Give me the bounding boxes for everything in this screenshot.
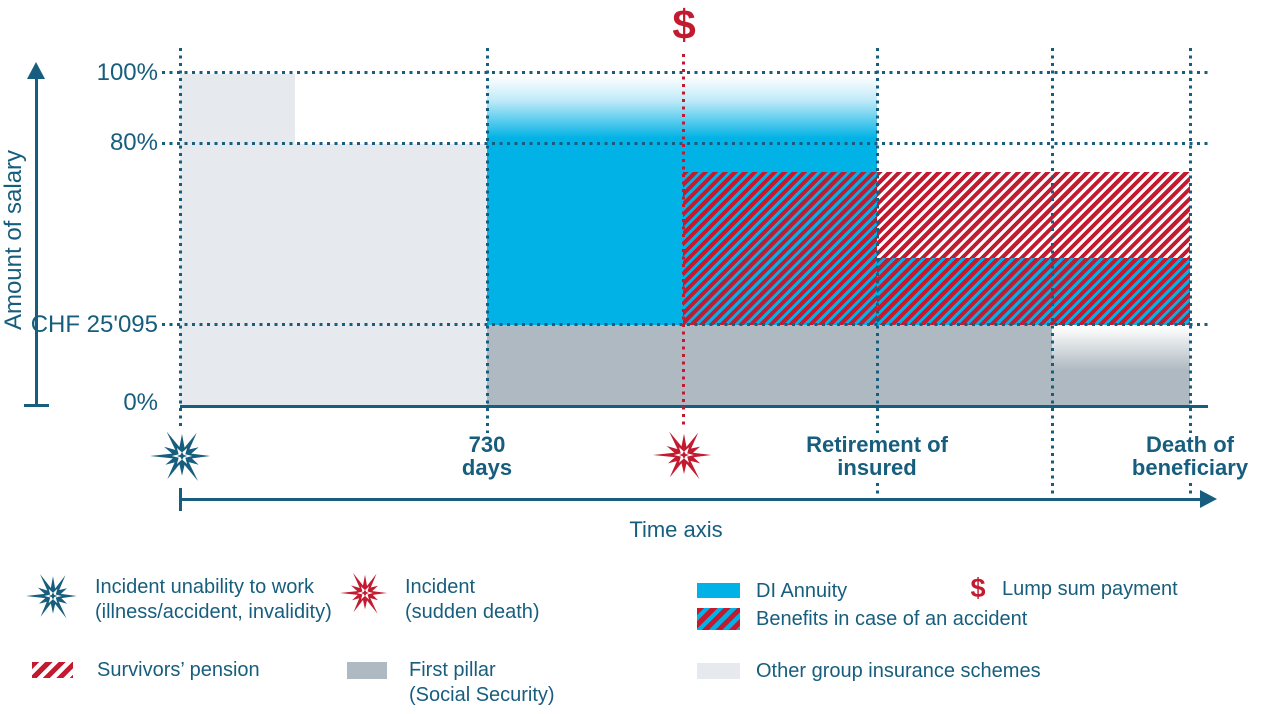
gridline-unlabeled	[1051, 48, 1054, 497]
area-survivors-pension	[877, 172, 1190, 258]
milestone-label-retirement: Retirement of insured	[797, 433, 957, 479]
tick-label-0pct: 0%	[123, 389, 158, 416]
legend-swatch-survivors-pension	[32, 662, 73, 678]
gridline-retirement	[876, 48, 879, 497]
legend-swatch-di-annuity	[697, 583, 740, 598]
time-axis-origin-tick	[179, 488, 182, 511]
y-axis-arrowhead-icon	[27, 62, 45, 79]
legend-item-lump-sum: Lump sum payment	[1002, 578, 1178, 600]
legend-item-accident-benefits: Benefits in case of an accident	[756, 608, 1028, 630]
legend-incident-work-star-icon	[26, 574, 77, 619]
legend-item-di-annuity: DI Annuity	[756, 580, 848, 602]
legend-swatch-first-pillar	[347, 662, 387, 679]
y-axis-line	[35, 78, 38, 406]
gridline-730-days	[486, 48, 489, 434]
tick-label-chf-25095: CHF 25'095	[30, 311, 158, 338]
area-di-annuity-post-incident	[683, 144, 877, 172]
incident-sudden-death-star-icon	[653, 431, 712, 480]
baseline-0pct	[180, 405, 1208, 408]
gridline-death	[1189, 48, 1192, 497]
legend-item-incident-work: Incident unability to work (illness/acci…	[95, 575, 332, 625]
gridline-incident	[179, 48, 182, 426]
gridline-sudden-death	[682, 54, 685, 426]
legend-first-pillar-label: First pillar	[409, 659, 496, 681]
gridline-80pct	[162, 142, 1208, 145]
milestone-death-line2: beneficiary	[1131, 455, 1249, 480]
milestone-label-730-days: 730 days	[427, 433, 547, 479]
area-accident-benefits-pre-retirement	[683, 172, 877, 325]
milestone-retirement-line1: Retirement of	[806, 432, 948, 457]
legend-item-other-group: Other group insurance schemes	[756, 660, 1041, 682]
legend-item-incident-death: Incident (sudden death)	[405, 575, 540, 625]
legend-incident-death-sublabel: (sudden death)	[405, 601, 540, 623]
legend-item-survivors-pension: Survivors’ pension	[97, 659, 260, 681]
legend-incident-work-label: Incident unability to work	[95, 576, 315, 598]
gridline-100pct	[162, 71, 1208, 74]
tick-label-80pct: 80%	[109, 129, 158, 156]
legend-incident-death-label: Incident	[405, 576, 476, 598]
time-axis-arrowhead-icon	[1200, 490, 1217, 508]
gridline-chf-25095	[162, 323, 1208, 326]
legend-first-pillar-sublabel: (Social Security)	[409, 684, 555, 706]
milestone-label-death: Death of beneficiary	[1110, 433, 1270, 479]
time-axis-line	[180, 498, 1202, 501]
area-di-annuity	[487, 144, 683, 325]
area-first-pillar	[487, 325, 1052, 407]
lump-sum-symbol: $	[672, 1, 696, 48]
incident-unable-to-work-star-icon	[150, 431, 211, 481]
milestone-730-line2: days	[461, 455, 513, 480]
legend-swatch-accident-benefits	[697, 608, 740, 630]
tick-label-100pct: 100%	[96, 59, 158, 86]
y-axis-title: Amount of salary	[0, 149, 27, 331]
legend-incident-death-star-icon	[340, 572, 387, 614]
area-accident-benefits-post-retirement	[877, 258, 1190, 325]
legend-swatch-other-group	[697, 663, 740, 679]
milestone-retirement-line2: insured	[837, 455, 917, 480]
area-other-group-schemes-80pct	[295, 144, 487, 407]
time-axis-title: Time axis	[629, 517, 723, 542]
milestone-730-line1: 730	[468, 432, 506, 457]
y-axis-foot	[24, 404, 49, 407]
milestone-death-line1: Death of	[1146, 432, 1234, 457]
legend-incident-work-sublabel: (illness/accident, invalidity)	[95, 601, 332, 623]
legend-lump-sum-symbol: $	[970, 573, 986, 603]
legend-item-first-pillar: First pillar (Social Security)	[409, 658, 555, 708]
area-first-pillar-fade	[1052, 325, 1190, 407]
area-other-group-schemes-100pct	[180, 74, 295, 407]
